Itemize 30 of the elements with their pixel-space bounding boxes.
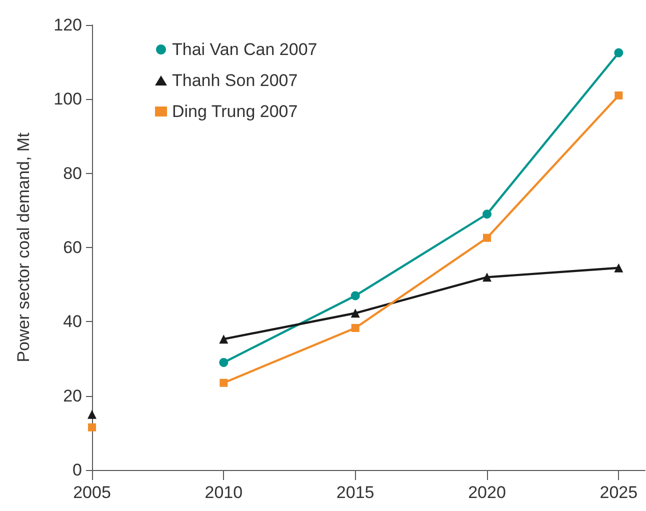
point bbox=[88, 423, 96, 432]
y-axis-title: Power sector coal demand, Mt bbox=[14, 132, 33, 362]
point bbox=[483, 234, 491, 242]
point bbox=[219, 358, 228, 367]
y-tick-label: 60 bbox=[63, 238, 82, 257]
y-tick-label: 120 bbox=[54, 16, 82, 34]
legend-label: Ding Trung 2007 bbox=[172, 102, 298, 121]
point bbox=[350, 291, 360, 300]
x-tick-label: 2005 bbox=[73, 483, 111, 502]
point bbox=[219, 334, 228, 344]
legend-label: Thanh Son 2007 bbox=[172, 71, 298, 90]
y-tick-label: 100 bbox=[54, 90, 82, 109]
point bbox=[614, 48, 624, 58]
x-tick-label: 2015 bbox=[336, 483, 374, 502]
point bbox=[350, 308, 360, 318]
point bbox=[614, 263, 624, 272]
legend-label: Thai Van Can 2007 bbox=[172, 40, 318, 59]
point bbox=[482, 210, 492, 219]
y-tick-label: 80 bbox=[63, 164, 82, 183]
y-tick-label: 20 bbox=[63, 386, 82, 406]
x-tick-label: 2025 bbox=[600, 483, 638, 502]
y-tick-label: 0 bbox=[72, 460, 82, 480]
point bbox=[351, 324, 360, 332]
y-tick-label: 40 bbox=[63, 312, 82, 332]
point bbox=[88, 410, 96, 419]
x-tick-label: 2010 bbox=[204, 483, 243, 502]
x-tick-label: 2020 bbox=[468, 483, 506, 502]
point bbox=[220, 378, 228, 387]
point bbox=[482, 272, 492, 282]
point bbox=[614, 91, 623, 100]
